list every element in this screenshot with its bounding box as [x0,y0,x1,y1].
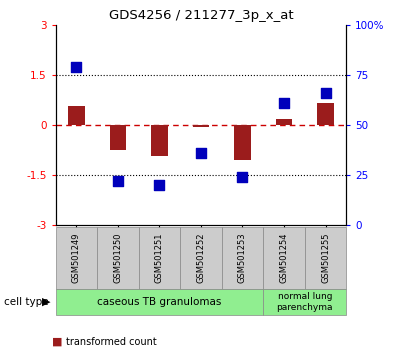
Point [115,178,121,184]
Point [156,182,163,188]
Bar [276,119,292,125]
Bar [317,103,334,125]
Text: caseous TB granulomas: caseous TB granulomas [97,297,222,307]
Text: GSM501249: GSM501249 [72,232,81,283]
Bar [234,125,251,160]
Point [322,90,329,96]
Text: transformed count: transformed count [66,337,156,347]
Text: GSM501252: GSM501252 [197,232,205,283]
Point [73,64,80,70]
Text: GSM501251: GSM501251 [155,232,164,283]
Title: GDS4256 / 211277_3p_x_at: GDS4256 / 211277_3p_x_at [109,9,293,22]
Bar [110,125,126,150]
Point [239,174,246,179]
Bar [151,125,168,156]
Text: GSM501250: GSM501250 [113,232,123,283]
Bar [193,125,209,127]
Point [281,100,287,105]
Text: GSM501255: GSM501255 [321,232,330,283]
Text: ■: ■ [52,337,62,347]
Text: cell type: cell type [4,297,49,307]
Bar [68,107,85,125]
Point [198,150,204,156]
Text: GSM501254: GSM501254 [279,232,289,283]
Text: normal lung
parenchyma: normal lung parenchyma [277,292,333,312]
Text: ▶: ▶ [41,297,50,307]
Text: GSM501253: GSM501253 [238,232,247,283]
